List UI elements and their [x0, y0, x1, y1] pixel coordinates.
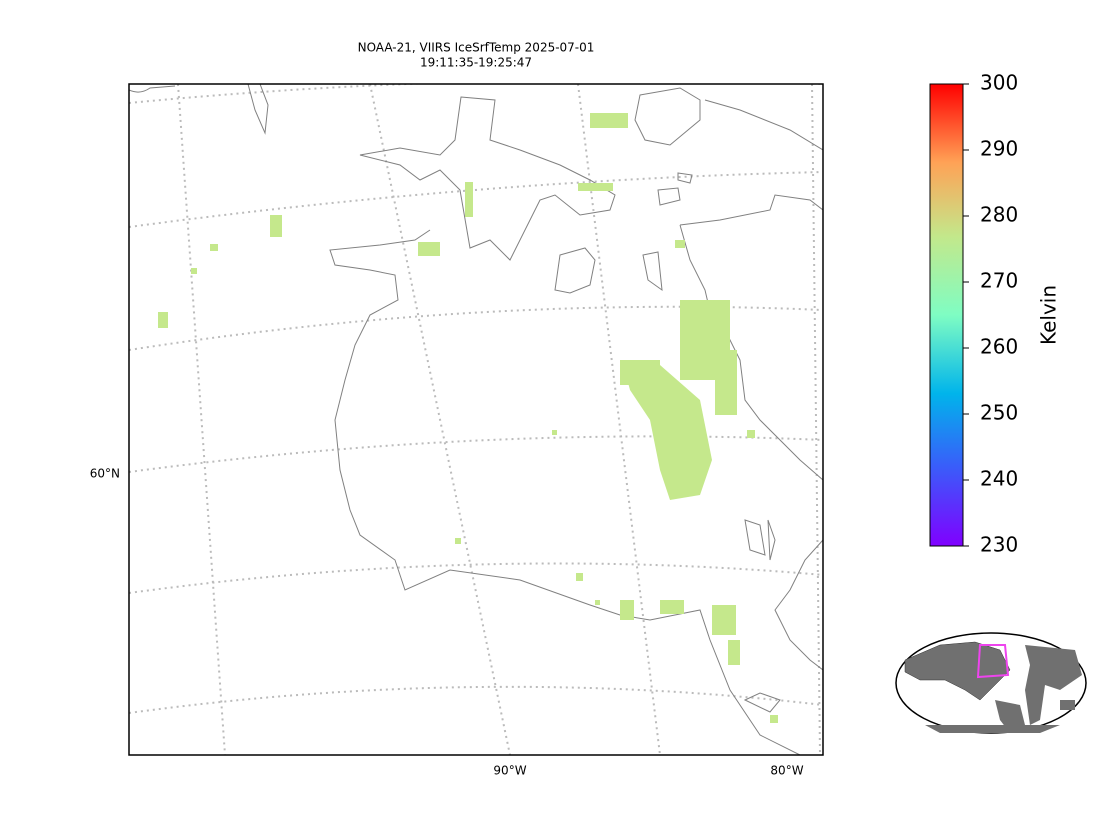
lon-label: 80°W: [770, 764, 803, 778]
colorbar-label: Kelvin: [1037, 285, 1061, 345]
colorbar-tick-label: 280: [980, 203, 1018, 227]
title: NOAA-21, VIIRS IceSrfTemp 2025-07-01: [358, 41, 595, 55]
lon-label: 90°W: [493, 764, 526, 778]
map: [129, 84, 823, 755]
colorbar-tick-label: 240: [980, 467, 1018, 491]
colorbar-tick-label: 260: [980, 335, 1018, 359]
coastline: [129, 84, 823, 755]
colorbar-tick-label: 300: [980, 71, 1018, 95]
locator-globe: [895, 632, 1087, 734]
colorbar: [929, 83, 964, 547]
subtitle: 19:11:35-19:25:47: [420, 56, 532, 70]
colorbar-tick-label: 270: [980, 269, 1018, 293]
colorbar-tick-label: 230: [980, 533, 1018, 557]
graticule: [129, 84, 823, 755]
colorbar-tick-label: 290: [980, 137, 1018, 161]
colorbar-tick-label: 250: [980, 401, 1018, 425]
ice-surface-pixels: [158, 113, 778, 723]
map-frame: [128, 83, 824, 756]
lat-label: 60°N: [90, 467, 120, 481]
